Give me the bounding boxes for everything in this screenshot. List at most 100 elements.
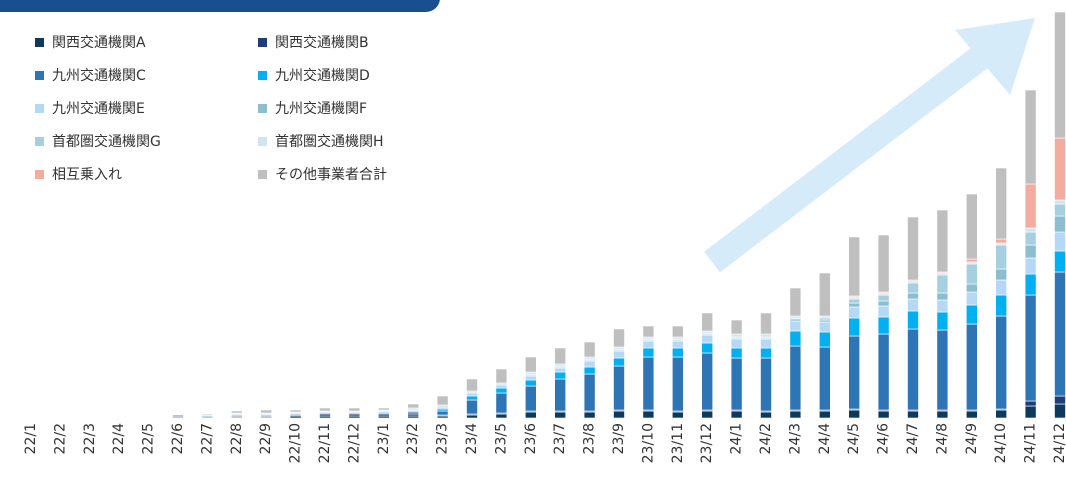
bar-segment	[524, 375, 537, 381]
bar-segment	[995, 294, 1008, 317]
bar-segment	[1024, 294, 1037, 402]
x-tick-label: 23/10	[640, 423, 656, 463]
bar-segment	[524, 379, 537, 387]
x-tick-label: 23/4	[464, 423, 480, 455]
legend-swatch	[35, 104, 44, 113]
x-tick-label: 22/8	[229, 423, 245, 454]
bar-segment	[760, 338, 772, 349]
bar-segment	[613, 357, 625, 367]
bar-segment	[965, 283, 978, 293]
bar-segment	[789, 345, 802, 411]
x-tick-label: 24/2	[758, 423, 774, 454]
legend-item: その他事業者合計	[258, 167, 387, 183]
bar-segment	[554, 347, 567, 365]
legend-swatch	[258, 38, 267, 47]
bar-segment	[907, 328, 919, 411]
bar-segment	[936, 329, 949, 411]
bar-segment	[965, 263, 978, 285]
bar-segment	[877, 333, 890, 411]
bar-segment	[965, 291, 978, 306]
bar-segment	[936, 292, 949, 301]
x-tick-label: 22/2	[52, 423, 68, 454]
legend-label: 九州交通機関F	[275, 100, 367, 117]
legend-item: 九州交通機関D	[258, 67, 370, 84]
bar-segment	[172, 414, 184, 417]
bar-segment	[848, 409, 861, 419]
bar-segment	[1024, 273, 1037, 296]
bar-segment	[289, 409, 302, 413]
legend-item: 九州交通機関C	[35, 67, 146, 84]
bar-segment	[701, 342, 714, 354]
bar-segment	[348, 407, 361, 412]
bar-segment	[907, 298, 919, 312]
bar-segment	[642, 325, 655, 338]
x-tick-label: 23/6	[523, 423, 539, 455]
bar-segment	[495, 384, 508, 389]
legend-label: 首都圏交通機関H	[275, 133, 384, 150]
bar-segment	[701, 352, 714, 411]
bar-segment	[671, 325, 684, 338]
bar-segment	[877, 305, 890, 318]
bar-segment	[995, 167, 1008, 240]
legend-swatch	[258, 71, 267, 80]
bar-segment	[848, 317, 861, 337]
bar-segment	[407, 403, 420, 409]
bar-segment	[907, 410, 919, 419]
x-tick-label: 23/11	[670, 423, 686, 463]
bar-segment	[848, 236, 861, 297]
bar-segment	[818, 321, 831, 333]
bar-segment	[1054, 395, 1066, 405]
bar-segment	[583, 366, 596, 375]
bar-segment	[907, 310, 919, 330]
bar-segment	[818, 331, 831, 348]
bar-segment	[583, 411, 596, 419]
bar-segment	[1054, 199, 1066, 205]
x-tick-label: 22/6	[170, 423, 186, 455]
legend-swatch	[35, 170, 44, 179]
bar-segment	[730, 319, 743, 335]
bar-segment	[1024, 244, 1037, 259]
bar-segment	[760, 411, 772, 419]
bar-segment	[524, 385, 537, 412]
bar-segment	[965, 410, 978, 419]
legend-swatch	[258, 104, 267, 113]
bar-segment	[1024, 405, 1037, 419]
bar-segment	[436, 395, 449, 406]
legend-item: 九州交通機関E	[35, 100, 145, 117]
bar-segment	[730, 357, 743, 411]
bar-segment	[965, 304, 978, 325]
bar-segment	[818, 410, 831, 419]
legend-label: 関西交通機関A	[52, 34, 146, 51]
bar-segment	[495, 413, 508, 419]
bar-segment	[848, 335, 861, 410]
bar-segment	[877, 300, 890, 307]
bar-segment	[671, 356, 684, 412]
bar-segment	[701, 312, 714, 332]
x-tick-label: 22/7	[199, 423, 215, 454]
bar-segment	[965, 323, 978, 411]
bar-segment	[995, 244, 1008, 270]
legend-item: 相互乗入れ	[35, 167, 122, 183]
bar-segment	[201, 413, 214, 416]
bar-segment	[613, 410, 625, 419]
bar-segment	[1024, 227, 1037, 233]
bar-segment	[877, 234, 890, 293]
bar-segment	[554, 411, 567, 419]
bar-segment	[877, 294, 890, 302]
bar-segment	[730, 338, 743, 349]
bar-segment	[877, 316, 890, 335]
x-tick-label: 23/2	[405, 423, 421, 454]
bar-segment	[613, 328, 625, 348]
bar-segment	[495, 368, 508, 384]
x-tick-label: 24/7	[905, 423, 921, 454]
x-tick-label: 23/3	[435, 423, 451, 454]
bar-segment	[995, 315, 1008, 410]
bar-segment	[848, 302, 861, 308]
bar-segment	[936, 299, 949, 313]
bar-segment	[789, 287, 802, 317]
bar-segment	[554, 371, 567, 380]
bar-segment	[231, 410, 243, 414]
bar-segment	[730, 333, 743, 338]
bar-segment	[760, 312, 772, 335]
